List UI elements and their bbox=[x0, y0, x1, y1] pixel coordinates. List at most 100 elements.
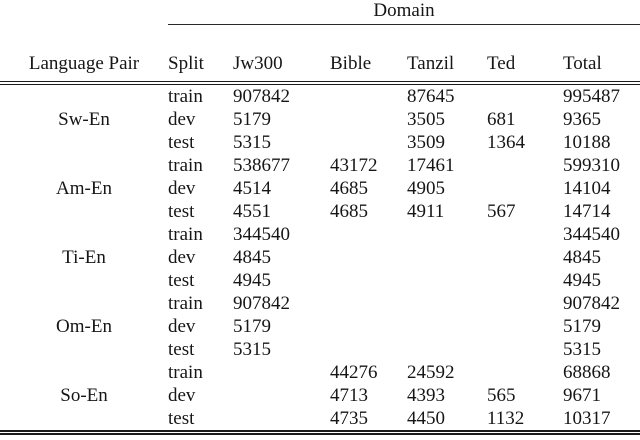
cell-bible bbox=[330, 83, 407, 108]
cell-tanzil bbox=[407, 246, 487, 269]
cell-split: dev bbox=[168, 316, 196, 337]
cell-total: 5315 bbox=[563, 339, 601, 360]
cell-total: 9365 bbox=[563, 109, 601, 130]
cell-bible: 44276 bbox=[330, 362, 378, 383]
cell-tanzil bbox=[407, 315, 487, 338]
cell-tanzil: 4393 bbox=[407, 385, 445, 406]
cell-split: test bbox=[168, 132, 195, 153]
domain-rule bbox=[168, 23, 640, 25]
table-row: test 5315 3509 1364 10188 bbox=[0, 131, 640, 154]
cell-total: 9671 bbox=[563, 385, 601, 406]
domain-spanner-label: Domain bbox=[373, 0, 435, 21]
language-pair-label: Om-En bbox=[56, 316, 112, 337]
cell-ted bbox=[487, 83, 563, 108]
cell-jw300: 344540 bbox=[233, 224, 290, 245]
cell-tanzil: 17461 bbox=[407, 155, 455, 176]
cell-ted bbox=[487, 315, 563, 338]
cell-ted: 1132 bbox=[487, 408, 525, 429]
table-row: dev 4514 4685 4905 14104 bbox=[0, 177, 640, 200]
table-row: Ti-En train 344540 344540 bbox=[0, 223, 640, 268]
cell-jw300: 4514 bbox=[233, 178, 271, 199]
table-row: test 4735 4450 1132 10317 bbox=[0, 407, 640, 433]
cell-split: test bbox=[168, 408, 195, 429]
cell-jw300: 907842 bbox=[233, 293, 290, 314]
cell-bible bbox=[330, 223, 407, 246]
col-header-jw300: Jw300 bbox=[233, 25, 330, 85]
cell-total: 4845 bbox=[563, 247, 601, 268]
cell-bible: 4685 bbox=[330, 178, 368, 199]
cell-split: dev bbox=[168, 247, 196, 268]
cell-tanzil: 24592 bbox=[407, 362, 455, 383]
cell-total: 995487 bbox=[563, 86, 620, 107]
col-header-ted: Ted bbox=[487, 25, 563, 85]
cell-ted bbox=[487, 177, 563, 200]
language-pair-label: So-En bbox=[60, 385, 108, 406]
cell-jw300: 907842 bbox=[233, 86, 290, 107]
cell-tanzil: 3505 bbox=[407, 109, 445, 130]
cell-bible bbox=[330, 131, 407, 154]
cell-split: train bbox=[168, 362, 203, 383]
cell-split: train bbox=[168, 86, 203, 107]
cell-tanzil bbox=[407, 338, 487, 361]
cell-ted bbox=[487, 338, 563, 361]
cell-split: test bbox=[168, 339, 195, 360]
col-header-tanzil: Tanzil bbox=[407, 25, 487, 85]
cell-tanzil: 4450 bbox=[407, 408, 445, 429]
col-header-language-pair: Language Pair bbox=[0, 25, 168, 85]
cell-tanzil: 4911 bbox=[407, 201, 445, 222]
table-row: dev 4713 4393 565 9671 bbox=[0, 384, 640, 407]
cell-total: 14104 bbox=[563, 178, 611, 199]
table-row: Om-En train 907842 907842 bbox=[0, 292, 640, 337]
language-pair-label: Am-En bbox=[56, 178, 112, 199]
cell-split: dev bbox=[168, 385, 196, 406]
cell-split: test bbox=[168, 201, 195, 222]
cell-jw300 bbox=[233, 361, 330, 384]
col-header-total: Total bbox=[563, 25, 640, 85]
cell-bible: 43172 bbox=[330, 155, 378, 176]
cell-bible: 4735 bbox=[330, 408, 368, 429]
table-row: dev 4845 4845 bbox=[0, 246, 640, 269]
cell-total: 14714 bbox=[563, 201, 611, 222]
cell-ted bbox=[487, 154, 563, 177]
cell-jw300: 5315 bbox=[233, 132, 271, 153]
table-row: So-En train 44276 24592 68868 bbox=[0, 361, 640, 406]
cell-ted: 681 bbox=[487, 109, 516, 130]
table-row: dev 5179 5179 bbox=[0, 315, 640, 338]
cell-tanzil: 87645 bbox=[407, 86, 455, 107]
cell-ted bbox=[487, 361, 563, 384]
table-row: Sw-En train 907842 87645 995487 bbox=[0, 83, 640, 130]
cell-jw300: 4845 bbox=[233, 247, 271, 268]
domain-spanner-row: Domain bbox=[0, 0, 640, 25]
cell-split: train bbox=[168, 155, 203, 176]
cell-total: 907842 bbox=[563, 293, 620, 314]
cell-tanzil: 3509 bbox=[407, 132, 445, 153]
col-header-bible: Bible bbox=[330, 25, 407, 85]
cell-jw300 bbox=[233, 407, 330, 433]
cell-jw300: 5179 bbox=[233, 109, 271, 130]
cell-bible bbox=[330, 338, 407, 361]
language-pair-label: Sw-En bbox=[58, 109, 110, 130]
cell-jw300: 5315 bbox=[233, 339, 271, 360]
cell-tanzil: 4905 bbox=[407, 178, 445, 199]
table-row: dev 5179 3505 681 9365 bbox=[0, 108, 640, 131]
cell-total: 10317 bbox=[563, 408, 611, 429]
column-header-row: Language Pair Split Jw300 Bible Tanzil T… bbox=[0, 25, 640, 85]
cell-split: train bbox=[168, 224, 203, 245]
cell-total: 10188 bbox=[563, 132, 611, 153]
cell-jw300: 4945 bbox=[233, 270, 271, 291]
cell-bible bbox=[330, 269, 407, 292]
cell-split: dev bbox=[168, 109, 196, 130]
table-row: test 4945 4945 bbox=[0, 269, 640, 292]
cell-tanzil bbox=[407, 223, 487, 246]
cell-split: dev bbox=[168, 178, 196, 199]
cell-split: test bbox=[168, 270, 195, 291]
cell-ted bbox=[487, 223, 563, 246]
table-row: test 5315 5315 bbox=[0, 338, 640, 361]
domain-spanner-cell: Domain bbox=[168, 0, 640, 25]
table-row: test 4551 4685 4911 567 14714 bbox=[0, 200, 640, 223]
cell-tanzil bbox=[407, 269, 487, 292]
cell-total: 344540 bbox=[563, 224, 620, 245]
cell-bible bbox=[330, 315, 407, 338]
cell-ted: 567 bbox=[487, 201, 516, 222]
